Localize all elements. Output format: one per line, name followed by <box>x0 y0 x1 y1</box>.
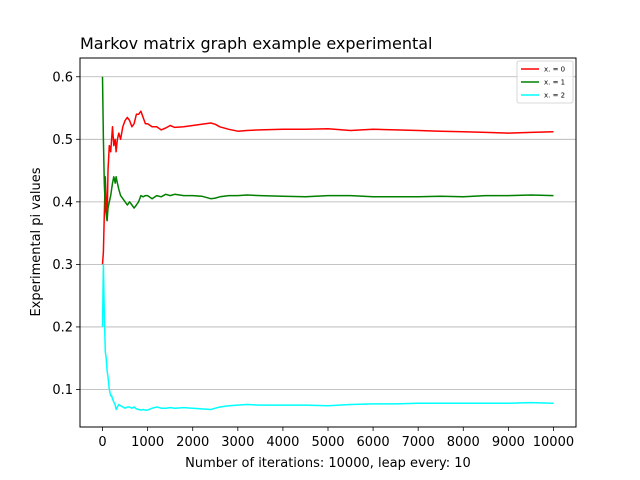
y-axis-ticks: 0.1 0.2 0.3 0.4 0.5 0.6 <box>52 70 80 398</box>
x-axis-label: Number of iterations: 10000, leap every:… <box>185 456 471 471</box>
legend-items: x. = 0 x. = 1 x. = 2 <box>521 66 565 100</box>
y-tick-label: 0.5 <box>52 133 73 148</box>
x-tick-label: 9000 <box>492 435 525 450</box>
y-tick-label: 0.1 <box>52 383 73 398</box>
chart-title: Markov matrix graph example experimental <box>80 34 433 53</box>
series-line-2 <box>101 263 554 411</box>
x-tick-label: 1000 <box>131 435 164 450</box>
x-tick-label: 7000 <box>402 435 435 450</box>
series-line-0 <box>101 110 554 265</box>
x-tick-label: 8000 <box>447 435 480 450</box>
x-tick-label: 4000 <box>266 435 299 450</box>
legend-box <box>516 60 574 104</box>
grid <box>80 76 576 390</box>
plot-frame <box>79 57 577 428</box>
legend-label-0: x. = 0 <box>544 66 565 74</box>
x-tick-label: 6000 <box>357 435 390 450</box>
x-tick-label: 2000 <box>176 435 209 450</box>
series-lines <box>101 76 554 411</box>
x-tick-label: 5000 <box>311 435 344 450</box>
y-tick-label: 0.4 <box>52 195 73 210</box>
y-axis-label: Experimental pi values <box>29 167 44 316</box>
x-axis-ticks: 0 1000 2000 3000 4000 5000 6000 7000 8000 9000 100… <box>98 427 574 450</box>
legend-label-2: x. = 2 <box>544 92 565 100</box>
series-line-1 <box>101 76 554 222</box>
y-tick-label: 0.2 <box>52 320 73 335</box>
y-tick-label: 0.3 <box>52 258 73 273</box>
legend-label-1: x. = 1 <box>544 79 565 87</box>
x-tick-label: 0 <box>98 435 106 450</box>
x-tick-label: 3000 <box>221 435 254 450</box>
legend: x. = 0 x. = 1 x. = 2 <box>516 60 574 104</box>
x-tick-label: 10000 <box>533 435 574 450</box>
y-tick-label: 0.6 <box>52 70 73 85</box>
